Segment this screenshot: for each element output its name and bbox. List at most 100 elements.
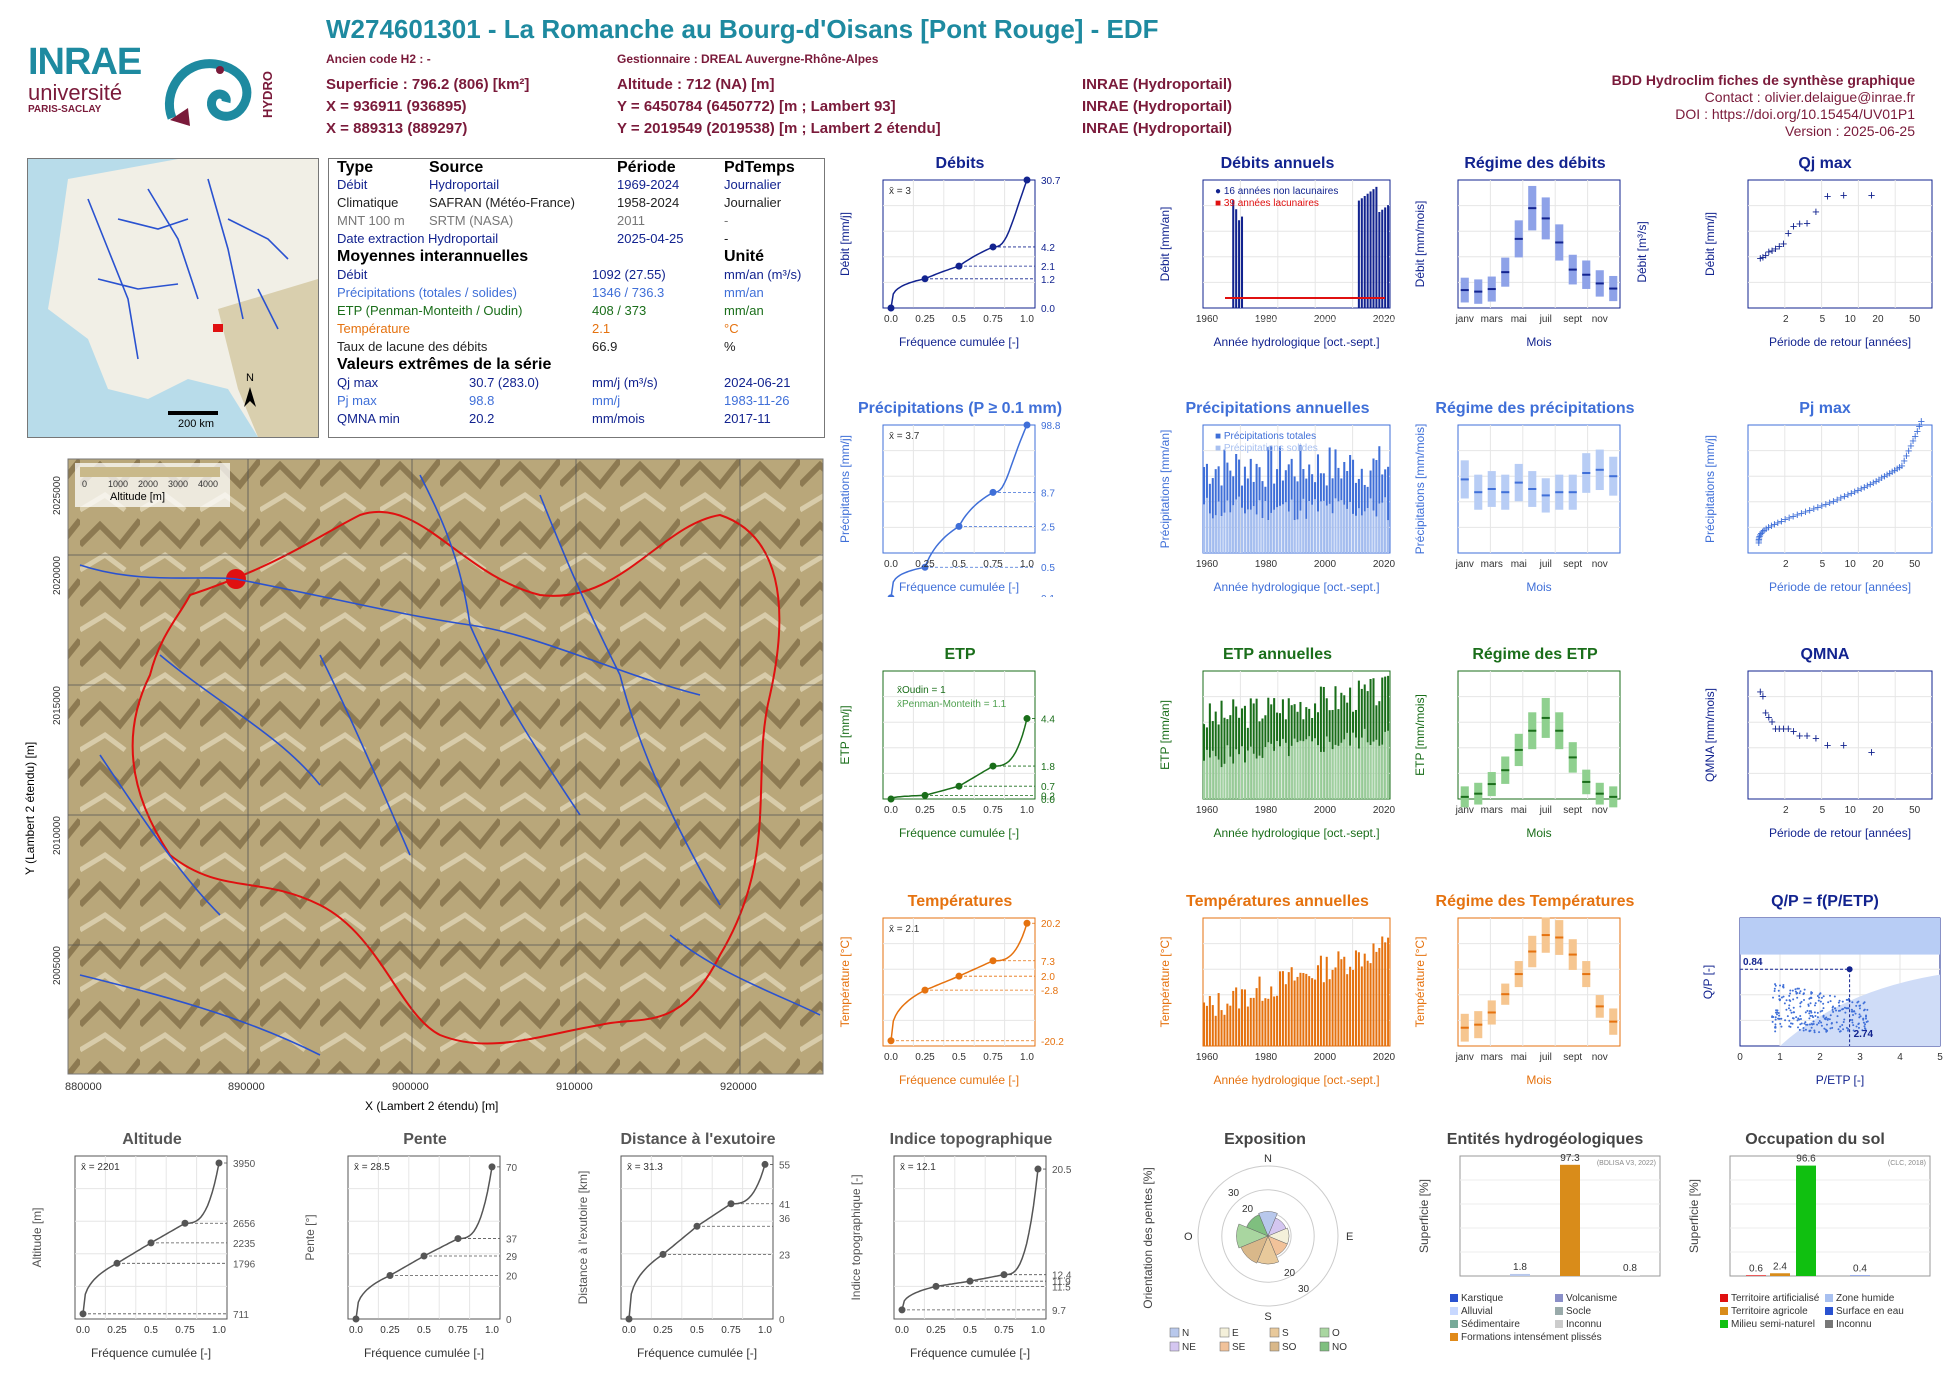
rp-point: + (1886, 466, 1894, 481)
panel-pente: Pente 70 37 29 20 0 0.0 0.25 0.5 0.75 1.0 x̄ = 28.5… (300, 1128, 550, 1363)
chart-pente: Pente 70 37 29 20 0 0.0 0.25 0.5 0.75 1.0 x̄ = 28.5… (303, 1131, 518, 1360)
qp-point (1799, 1005, 1802, 1008)
row-periode: 1958-2024 (617, 195, 680, 210)
rp-point: + (1796, 728, 1804, 743)
annual-bar (1328, 447, 1331, 553)
altitude-outlet: Altitude : 712 (NA) [m] (617, 76, 775, 93)
qp-point (1822, 995, 1825, 998)
annual-bar-secondary (1299, 740, 1302, 799)
qp-point (1809, 1002, 1812, 1005)
rp-point: + (1778, 513, 1786, 528)
x-tick: 0.0 (349, 1325, 363, 1336)
x-axis-label: Année hydrologique [oct.-sept.] (1213, 335, 1379, 349)
ext-label: Qj max (337, 375, 379, 390)
annual-bar (1293, 476, 1296, 553)
quantile-point (887, 304, 895, 312)
qp-point (1830, 1022, 1833, 1025)
annual-bar-secondary (1349, 745, 1352, 799)
quantile-point (1023, 421, 1031, 429)
doi-link[interactable]: DOI : https://doi.org/10.15454/UV01P1 (1675, 106, 1915, 122)
qp-point (1812, 1020, 1815, 1023)
quantile-point (887, 795, 895, 803)
x-axis-label: Période de retour [années] (1769, 335, 1911, 349)
qp-point (1858, 1013, 1861, 1016)
qp-point (1804, 1021, 1807, 1024)
qp-point (1792, 998, 1795, 1001)
annual-bar-secondary (1360, 737, 1363, 799)
qp-point (1863, 1001, 1866, 1004)
qp-point (1862, 1018, 1865, 1021)
x-tick: 10 (1845, 805, 1857, 816)
legend-swatch (1450, 1333, 1458, 1341)
annual-bar-secondary (1211, 518, 1214, 553)
th-source: Source (429, 159, 484, 176)
annual-bar-secondary (1208, 757, 1211, 799)
annual-bar-secondary (1217, 501, 1220, 553)
annual-bar (1284, 984, 1287, 1046)
annual-bar (1276, 995, 1279, 1046)
annual-bar-secondary (1357, 508, 1360, 553)
row-type: Débit (337, 177, 368, 192)
y-axis-label: Superficie [%] (1417, 1179, 1431, 1253)
x-axis-label: Année hydrologique [oct.-sept.] (1213, 1073, 1379, 1087)
annual-bar (1287, 698, 1290, 799)
annual-bar (1375, 460, 1378, 553)
qp-point (1794, 988, 1797, 991)
row-pdtemps: Journalier (724, 195, 782, 210)
qp-point (1779, 1022, 1782, 1025)
annual-bar-secondary (1214, 756, 1217, 799)
annual-bar-secondary (1299, 510, 1302, 553)
x-tick: 2020 (1373, 559, 1396, 570)
quantile-point (454, 1235, 462, 1243)
annual-bar (1375, 951, 1378, 1046)
annual-bar-secondary (1366, 742, 1369, 799)
th-type: Type (337, 159, 374, 176)
moy-label: Débit (337, 267, 368, 282)
rp-point: + (1867, 476, 1875, 491)
category-bar (1746, 1275, 1766, 1276)
ext-date: 2017-11 (724, 411, 771, 426)
qp-point (1818, 993, 1821, 996)
right-tick: 11.9 (1052, 1277, 1071, 1288)
rp-point: + (1891, 463, 1899, 478)
rp-point: + (1864, 478, 1872, 493)
x-axis-label: Mois (1526, 826, 1551, 840)
quantile-point (989, 957, 997, 965)
qp-point (1799, 990, 1802, 993)
legend-swatch (1219, 1327, 1230, 1338)
rp-point: + (1872, 473, 1880, 488)
rp-point: + (1893, 461, 1901, 476)
category-bar (1796, 1165, 1816, 1276)
rp-point: + (1918, 413, 1926, 428)
panel-distance: Distance à l'exutoire 55 41 36 23 0 0.0 0.25 0.5… (573, 1128, 823, 1363)
exposition-slice (1240, 1235, 1269, 1264)
annual-bar (1232, 699, 1235, 799)
qp-point (1791, 1022, 1794, 1025)
qp-point (1832, 1010, 1835, 1013)
x-tick: 5 (1820, 314, 1826, 325)
panel-temperatures: Températures 20.2 7.3 2.0 -2.8 -20.2 0.0 0.25 0.… (835, 890, 1085, 1090)
right-tick: 2656 (233, 1219, 256, 1230)
x-tick: juil (1539, 314, 1552, 325)
quantile-point (955, 522, 963, 530)
annual-bar-secondary (1337, 745, 1340, 799)
bdd-label: BDD Hydroclim fiches de synthèse graphiq… (1611, 72, 1915, 88)
qp-point (1799, 1023, 1802, 1026)
right-tick: 1796 (233, 1259, 256, 1270)
rp-point: + (1903, 448, 1911, 463)
x-tick: 0.75 (994, 1325, 1014, 1336)
x-tick: 2020 (1373, 1052, 1396, 1063)
annual-bar-secondary (1316, 511, 1319, 553)
qp-point (1843, 1006, 1846, 1009)
y-axis-label: Débit [mm/an] (1158, 207, 1172, 282)
legend-item: Alluvial (1461, 1306, 1493, 1317)
rp-point: + (1768, 243, 1776, 258)
x-tick: 5 (1820, 805, 1826, 816)
annual-bar-secondary (1278, 746, 1282, 799)
x-tick: 10 (1845, 559, 1857, 570)
chart-pj_max: Pj max++++++++++++++++++++++++++++++++++… (1703, 400, 1933, 594)
annual-bar (1214, 469, 1217, 553)
map-xtick: 890000 (228, 1081, 265, 1093)
annual-bar-secondary (1264, 501, 1267, 553)
